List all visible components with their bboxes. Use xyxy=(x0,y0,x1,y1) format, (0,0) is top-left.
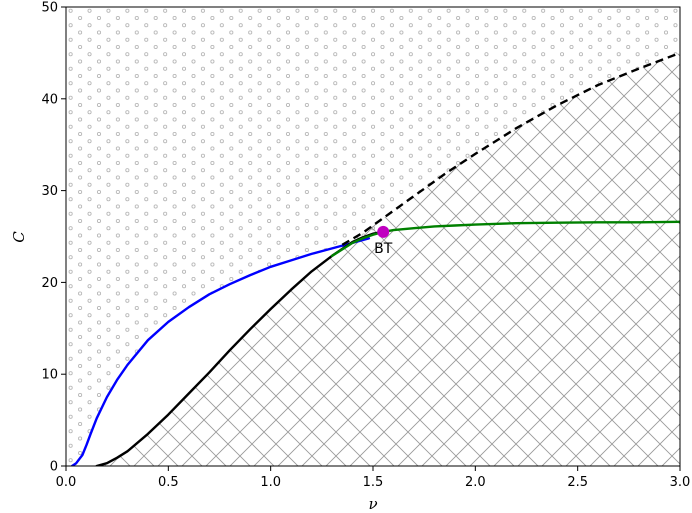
y-tick-label: 10 xyxy=(41,368,58,383)
series-line-4 xyxy=(330,220,680,257)
x-tick-label: 1.5 xyxy=(363,475,384,490)
series-line-3 xyxy=(341,51,680,246)
x-tick-label: 2.5 xyxy=(567,475,588,490)
y-tick-label: 40 xyxy=(41,92,58,107)
y-tick-label: 30 xyxy=(41,184,58,199)
bt-point-label: BT xyxy=(374,241,393,257)
x-tick-label: 0.5 xyxy=(158,475,179,490)
y-tick-label: 0 xyxy=(50,460,58,475)
x-tick-label: 0.0 xyxy=(56,475,77,490)
y-tick-label: 20 xyxy=(41,276,58,291)
y-axis-label: C xyxy=(10,231,28,243)
series-line-1 xyxy=(70,237,371,466)
x-tick-label: 3.0 xyxy=(670,475,691,490)
x-tick-label: 1.0 xyxy=(260,475,281,490)
x-tick-label: 2.0 xyxy=(465,475,486,490)
bt-point-marker xyxy=(377,225,390,238)
y-tick-label: 50 xyxy=(41,1,58,16)
x-axis-label: ν xyxy=(368,495,377,513)
